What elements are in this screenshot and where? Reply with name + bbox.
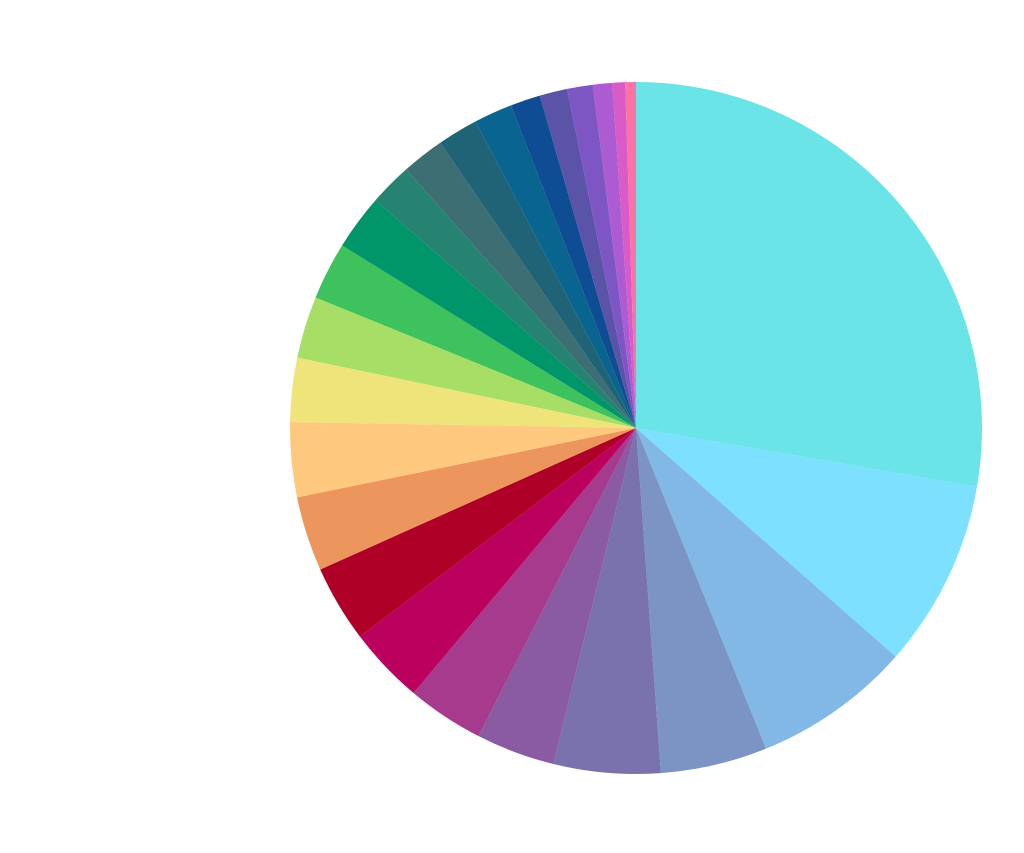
pie-slice-22 — [567, 84, 636, 429]
pie-slice-12 — [290, 357, 636, 428]
pie-slice-13 — [297, 297, 636, 428]
pie-slice-20 — [511, 95, 636, 428]
pie-slice-5 — [553, 428, 661, 774]
pie-slice-4 — [636, 428, 767, 774]
pie-slice-10 — [297, 428, 636, 570]
pie-slice-18 — [440, 121, 636, 428]
pie-slice-11 — [289, 422, 636, 498]
pie-slice-2 — [636, 428, 977, 657]
pie-slice-17 — [406, 142, 636, 428]
pie-slice-24 — [612, 82, 636, 429]
pie-slice-16 — [375, 169, 636, 428]
pie-slice-3 — [636, 428, 896, 749]
pie-slice-19 — [475, 105, 636, 429]
pie-slice-15 — [342, 200, 636, 428]
pie-slice-25 — [625, 82, 636, 428]
pie-slice-14 — [315, 245, 636, 428]
pie-slice-9 — [320, 428, 636, 637]
pie-slice-23 — [592, 82, 636, 428]
pie-slice-8 — [359, 428, 636, 693]
pie-slice-6 — [478, 428, 636, 764]
pie-slice-7 — [413, 428, 636, 737]
pie-slice-21 — [539, 88, 636, 429]
pie-slice-1 — [636, 82, 982, 487]
